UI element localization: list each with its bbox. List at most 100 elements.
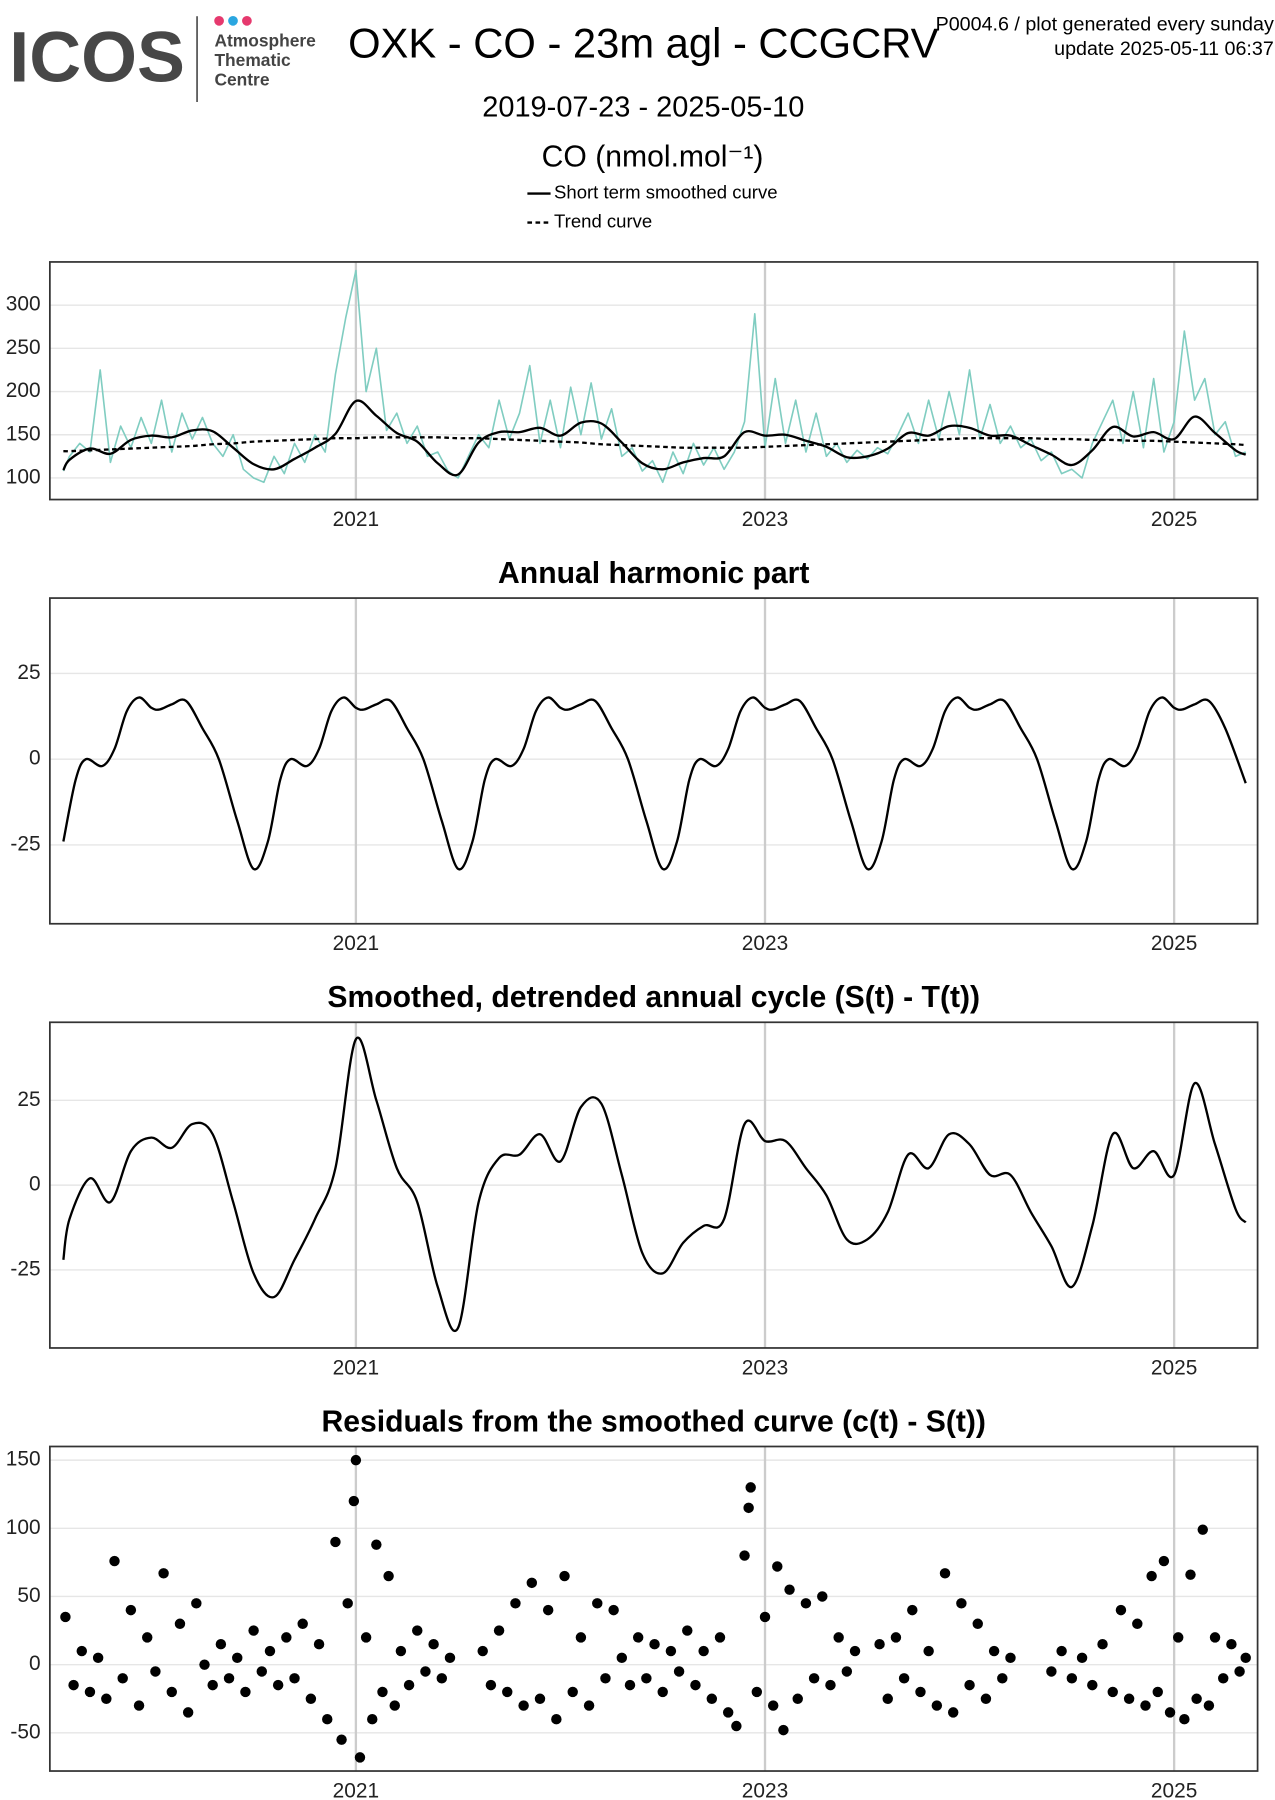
point (534, 1693, 546, 1704)
y-tick-label: -25 (10, 1257, 40, 1280)
point (1115, 1604, 1127, 1616)
x-tick-label: 2023 (742, 1779, 788, 1800)
point (1164, 1707, 1176, 1718)
point (92, 1652, 104, 1664)
point (817, 1591, 828, 1602)
point (1234, 1666, 1245, 1677)
point (665, 1645, 677, 1657)
line (62, 269, 1247, 484)
plot-border (48, 1021, 1259, 1349)
point (874, 1638, 885, 1650)
chart-title: Residuals from the smoothed curve (c(t) … (321, 1405, 986, 1438)
point (264, 1645, 276, 1657)
point (1191, 1693, 1202, 1704)
point (256, 1666, 268, 1677)
point (542, 1604, 554, 1616)
point (1140, 1700, 1151, 1711)
point (632, 1632, 644, 1643)
point (240, 1686, 251, 1698)
point (706, 1693, 718, 1704)
point (101, 1693, 112, 1704)
point (367, 1713, 378, 1725)
plot-border (48, 261, 1259, 501)
logo-dot (214, 15, 224, 26)
point (60, 1611, 71, 1623)
point (923, 1645, 934, 1657)
point (68, 1679, 79, 1691)
point (882, 1693, 893, 1704)
point (898, 1673, 910, 1684)
legend-label: Trend curve (554, 210, 652, 231)
point (616, 1652, 628, 1664)
point (849, 1645, 861, 1657)
point (322, 1713, 333, 1725)
point (289, 1673, 300, 1684)
point (641, 1673, 652, 1684)
point (510, 1598, 521, 1609)
update: update 2025-05-11 06:37 (1054, 38, 1274, 60)
point (305, 1693, 317, 1704)
note: P0004.6 / plot generated every sunday (936, 14, 1274, 36)
chart-title: Smoothed, detrended annual cycle (S(t) -… (327, 981, 980, 1014)
line (62, 696, 1247, 871)
point (988, 1645, 1000, 1657)
point (215, 1638, 227, 1650)
point (1185, 1569, 1196, 1580)
point (657, 1686, 668, 1698)
logo: ICOS (9, 18, 185, 98)
point (502, 1686, 513, 1698)
point (477, 1645, 488, 1657)
y-tick-label: 200 (6, 379, 41, 402)
y-tick-label: 50 (17, 1584, 40, 1607)
point (1046, 1666, 1057, 1677)
y-tick-label: 25 (17, 1088, 40, 1111)
point (608, 1604, 619, 1616)
point (1087, 1679, 1098, 1691)
point (1158, 1555, 1170, 1567)
point (649, 1638, 660, 1650)
point (371, 1539, 382, 1550)
point (1107, 1686, 1118, 1698)
point (223, 1673, 235, 1684)
period: 2019-07-23 - 2025-05-10 (482, 92, 804, 124)
plot-background (49, 598, 1258, 924)
point (743, 1502, 754, 1514)
point (1152, 1686, 1163, 1698)
chart-title: Annual harmonic part (498, 557, 809, 590)
y-tick-label: -25 (10, 832, 40, 855)
point (76, 1645, 87, 1657)
y-tick-label: 250 (6, 336, 41, 359)
point (956, 1598, 967, 1609)
point (1132, 1618, 1143, 1629)
point (890, 1632, 902, 1643)
point (778, 1724, 789, 1736)
point (1146, 1570, 1157, 1582)
x-tick-label: 2025 (1151, 1356, 1197, 1379)
point (559, 1570, 570, 1582)
point (939, 1568, 951, 1579)
point (248, 1625, 259, 1636)
point (714, 1632, 726, 1643)
point (485, 1679, 497, 1691)
point (751, 1686, 763, 1698)
y-tick-label: 0 (29, 747, 41, 770)
point (348, 1495, 360, 1507)
point (354, 1752, 366, 1763)
point (403, 1679, 415, 1691)
line (63, 436, 1246, 453)
point (199, 1659, 210, 1670)
y-tick-label: 0 (29, 1173, 41, 1196)
point (444, 1652, 456, 1664)
point (841, 1666, 853, 1677)
point (1173, 1632, 1184, 1643)
point (412, 1625, 423, 1636)
line (62, 1036, 1247, 1332)
point (767, 1700, 779, 1711)
x-tick-label: 2021 (333, 932, 379, 955)
point (158, 1568, 169, 1579)
point (907, 1604, 918, 1616)
point (191, 1598, 202, 1609)
x-tick-label: 2023 (742, 508, 788, 531)
